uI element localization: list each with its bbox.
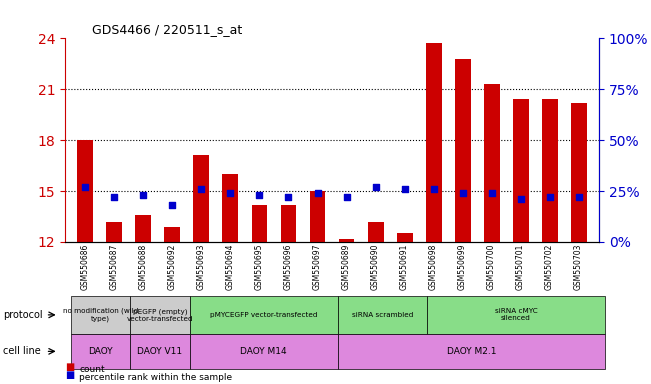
Bar — [484, 84, 499, 242]
Text: GDS4466 / 220511_s_at: GDS4466 / 220511_s_at — [92, 23, 242, 36]
Text: pMYCEGFP vector-transfected: pMYCEGFP vector-transfected — [210, 312, 318, 318]
Point — [428, 186, 439, 192]
Bar — [135, 215, 152, 242]
Point — [486, 190, 497, 196]
Text: DAOY V11: DAOY V11 — [137, 347, 182, 356]
Bar — [223, 174, 238, 242]
Point — [516, 196, 526, 202]
Bar — [77, 140, 93, 242]
Bar — [281, 205, 296, 242]
Text: count: count — [79, 366, 105, 374]
Point — [399, 186, 409, 192]
Text: DAOY: DAOY — [89, 347, 113, 356]
Text: pEGFP (empty)
vector-transfected: pEGFP (empty) vector-transfected — [127, 308, 193, 322]
Point — [458, 190, 468, 196]
Bar — [454, 59, 471, 242]
Point — [255, 192, 265, 198]
Text: siRNA scrambled: siRNA scrambled — [352, 312, 413, 318]
Text: cell line: cell line — [3, 346, 41, 356]
Point — [544, 194, 555, 200]
Bar — [571, 103, 587, 242]
Point — [574, 194, 584, 200]
Point — [196, 186, 206, 192]
Point — [341, 194, 352, 200]
Point — [138, 192, 148, 198]
Bar — [251, 205, 268, 242]
Text: ■: ■ — [65, 362, 74, 372]
Bar — [542, 99, 557, 242]
Bar — [396, 233, 413, 242]
Text: protocol: protocol — [3, 310, 43, 320]
Bar — [193, 156, 210, 242]
Text: siRNA cMYC
silenced: siRNA cMYC silenced — [495, 308, 537, 321]
Text: percentile rank within the sample: percentile rank within the sample — [79, 373, 232, 382]
Point — [225, 190, 236, 196]
Point — [109, 194, 120, 200]
Point — [370, 184, 381, 190]
Bar — [339, 238, 355, 242]
Text: no modification (wild
type): no modification (wild type) — [63, 308, 139, 322]
Bar — [512, 99, 529, 242]
Point — [283, 194, 294, 200]
Text: ■: ■ — [65, 370, 74, 380]
Text: DAOY M14: DAOY M14 — [240, 347, 287, 356]
Point — [312, 190, 323, 196]
Bar — [309, 191, 326, 242]
Bar — [368, 222, 383, 242]
Bar — [426, 43, 441, 242]
Bar — [107, 222, 122, 242]
Bar — [165, 227, 180, 242]
Point — [80, 184, 90, 190]
Point — [167, 202, 178, 209]
Text: DAOY M2.1: DAOY M2.1 — [447, 347, 496, 356]
